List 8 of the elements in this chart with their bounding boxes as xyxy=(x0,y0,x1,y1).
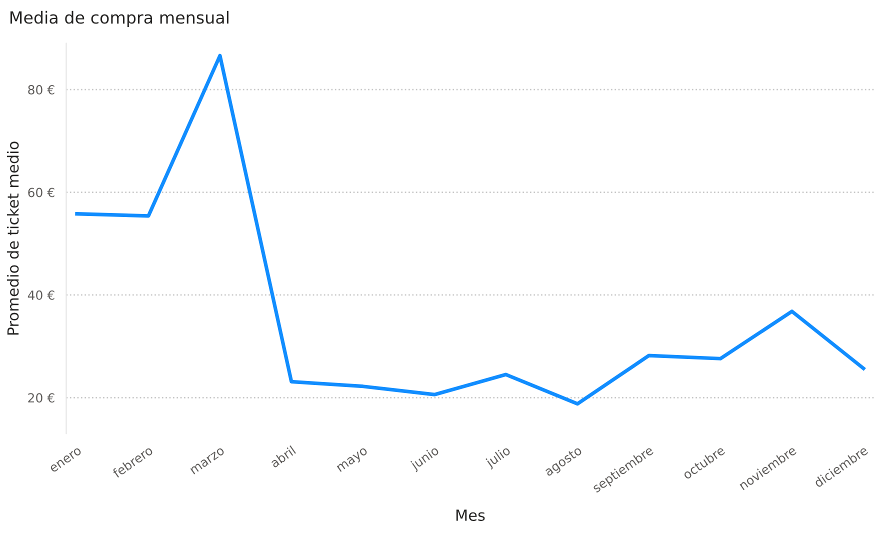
y-tick-label: 40 € xyxy=(28,290,54,300)
y-tick-label: 80 € xyxy=(28,85,54,94)
y-tick-label: 60 € xyxy=(28,188,54,198)
chart-title: Media de compra mensual xyxy=(10,10,228,28)
y-axis-title: Promedio de ticket medio xyxy=(6,142,19,335)
x-axis-title: Mes xyxy=(456,510,485,521)
line-series xyxy=(75,54,866,406)
y-tick-label: 20 € xyxy=(28,393,54,403)
